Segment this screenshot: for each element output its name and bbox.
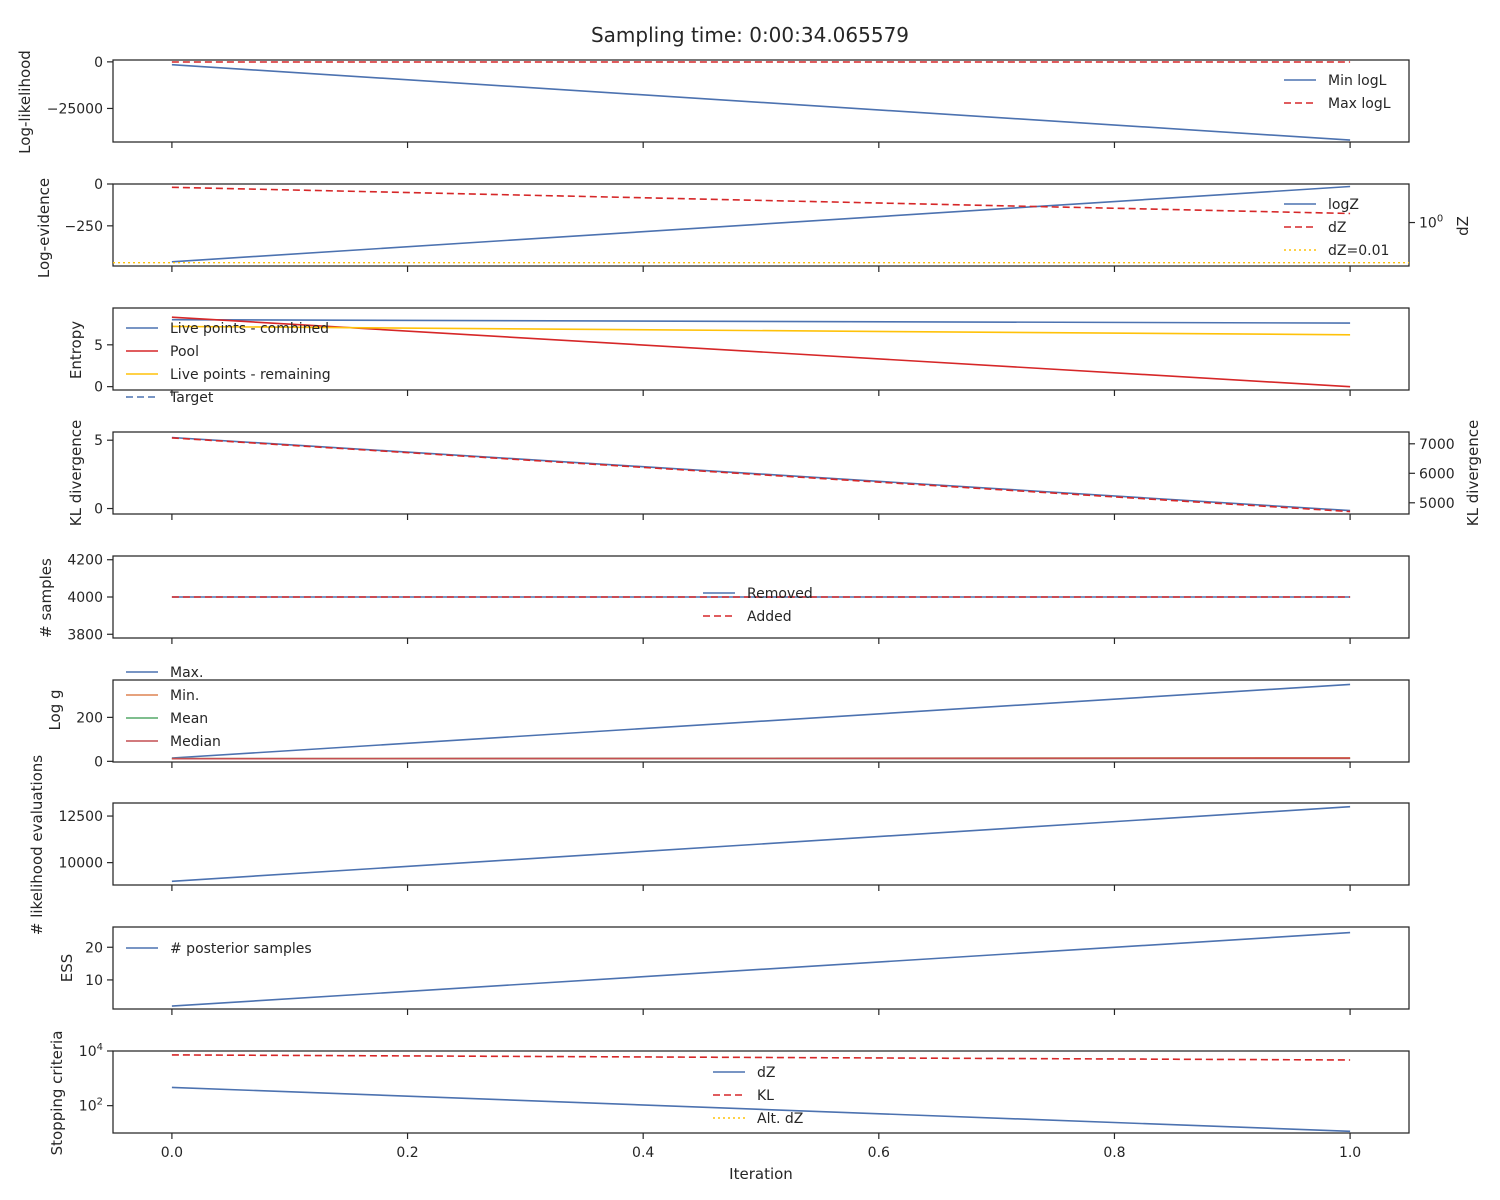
legend-label: Target [169,390,214,406]
series-line-kl [171,1054,1351,1061]
legend-label: KL [757,1088,774,1104]
panel-6: 0 200 Log g Max. Min. Mean Median [46,665,1410,770]
legend-label: dZ [757,1065,775,1081]
y-tick-label: 200 [76,710,103,726]
y-tick-label: 0 [94,502,103,518]
y2-axis-label: dZ [1454,216,1472,236]
legend-label: Min logL [1328,73,1387,89]
legend-label: Min. [170,688,199,704]
panel-8: 10 20 ESS # posterior samples [58,926,1410,1015]
legend-label: Live points - combined [170,321,329,337]
y2-axis-label: KL divergence [1464,420,1482,526]
series-line-dz [171,186,1351,215]
y-axis-label: Entropy [67,321,85,379]
x-tick-label: 0.6 [868,1145,890,1161]
panel-frame [112,679,1410,763]
y-tick-label: 102 [79,1097,103,1115]
y-tick-label: 4000 [67,590,103,606]
legend-label: Alt. dZ [757,1111,803,1127]
series-line-live-points-combined [171,318,1351,324]
y-axis-label: Log-evidence [35,178,53,278]
panel-1: 0 −25000 Log-likelihood Min logL Max logL [16,50,1410,154]
y-tick-label: 20 [85,940,103,956]
legend-label: Live points - remaining [170,367,331,383]
y-axis-label: # samples [37,558,55,638]
series-line-s0 [171,436,1351,512]
legend-label: Pool [170,344,199,360]
series-line-s1 [171,437,1351,513]
y-tick-label: 104 [79,1042,103,1060]
panel-4: 0 5 5000 6000 7000 KL divergence KL divergence [67,420,1482,526]
x-axis-label: Iteration [729,1165,793,1183]
series-line-live-points-remaining [171,325,1351,336]
y-axis-label: Log g [46,689,64,730]
legend-label: Median [170,734,221,750]
y-axis-label: # likelihood evaluations [28,755,46,935]
series-line-s0 [171,805,1351,883]
y-tick-label: 0 [94,754,103,770]
series-line-min-logl [171,63,1351,141]
x-tick-label: 0.0 [161,1145,183,1161]
legend-label: Max. [170,665,203,681]
y-tick-label: 0 [94,380,103,396]
x-tick-label: 1.0 [1339,1145,1361,1161]
y2-tick-label: 5000 [1419,496,1455,512]
series-line--posterior-samples [171,931,1351,1007]
y-axis-label: ESS [58,954,76,983]
legend-label: Removed [747,586,813,602]
panel-3: 0 5 Entropy Live points - combined Pool Live … [67,307,1410,406]
legend-label: logZ [1328,197,1359,213]
y-tick-label: 5 [94,338,103,354]
panel-frame [112,307,1410,391]
series-line-logz [171,185,1351,263]
panel-7: 10000 12500 # likelihood evaluations [28,755,1410,935]
y-tick-label: 10000 [58,856,103,872]
y-tick-label: 3800 [67,627,103,643]
y-axis-label: Stopping criteria [48,1031,66,1156]
figure-title: Sampling time: 0:00:34.065579 [591,23,909,47]
legend-label: Mean [170,711,208,727]
panel-9: 0.0 0.2 0.4 0.6 0.8 1.0 102 104 Stopping criteri… [48,1031,1410,1161]
y-tick-label: 4200 [67,553,103,569]
legend-label: Max logL [1328,96,1391,112]
panel-2: 0 −250 100 Log-evidence dZ logZ dZ dZ=0.01 [35,177,1472,278]
y-tick-label: 0 [94,177,103,193]
series-line-pool [171,316,1351,388]
x-tick-label: 0.4 [632,1145,654,1161]
legend-label: dZ=0.01 [1328,243,1389,259]
y2-tick-label: 6000 [1419,466,1455,482]
legend-label: dZ [1328,220,1346,236]
panel-frame [112,802,1410,886]
y-tick-label: 5 [94,433,103,449]
legend-label: # posterior samples [170,941,312,957]
series-line-max- [171,683,1351,759]
y-axis-label: KL divergence [67,420,85,526]
y-tick-label: 12500 [58,809,103,825]
y-tick-label: 10 [85,973,103,989]
x-tick-label: 0.8 [1103,1145,1125,1161]
y-axis-label: Log-likelihood [16,50,34,154]
y-tick-label: −25000 [47,101,103,117]
panel-5: 3800 4000 4200 # samples Removed Added [37,553,1410,644]
y2-tick-label: 7000 [1419,437,1455,453]
panel-frame [112,59,1410,143]
panel-frame [112,183,1410,267]
x-tick-label: 0.2 [396,1145,418,1161]
panel-frame [112,926,1410,1010]
series-line-dz [171,1086,1351,1133]
y-tick-label: 0 [94,55,103,71]
panel-frame [112,1050,1410,1134]
y-tick-label: −250 [65,219,103,235]
y2-tick-label: 100 [1419,214,1443,232]
legend-label: Added [747,609,792,625]
